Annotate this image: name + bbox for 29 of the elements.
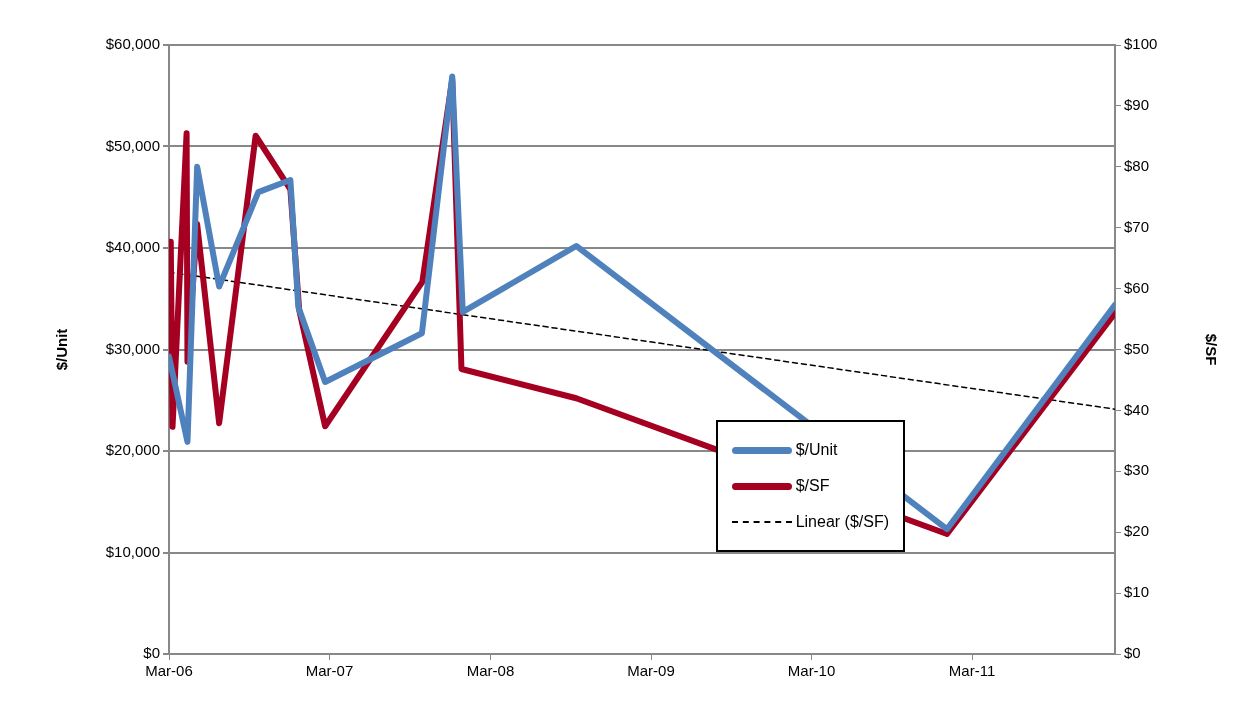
y2-tick-label: $60 [1124, 278, 1150, 296]
y-tick-label: $30,000 [105, 339, 160, 357]
x-tick-label: Mar-06 [145, 662, 193, 680]
x-tick-label: Mar-11 [948, 662, 996, 680]
y2-tick-label: $80 [1124, 156, 1150, 174]
y-tick-label: $50,000 [105, 136, 160, 154]
y-axis-title: $/Unit [53, 328, 71, 371]
y2-tick-label: $20 [1124, 522, 1150, 540]
y-tick-label: $10,000 [105, 542, 160, 560]
x-tick-label: Mar-08 [466, 662, 515, 680]
legend-label: $/Unit [795, 441, 838, 459]
y-tick-label: $20,000 [105, 441, 160, 459]
y-tick-label: $0 [143, 644, 160, 662]
legend-label: $/SF [795, 477, 830, 495]
y2-tick-label: $100 [1124, 35, 1158, 53]
y2-axis-title: $/SF [1202, 333, 1220, 366]
x-tick-label: Mar-07 [305, 662, 354, 680]
y2-tick-label: $30 [1124, 461, 1150, 479]
y2-tick-label: $0 [1124, 644, 1141, 662]
y2-tick-label: $70 [1124, 217, 1150, 235]
x-tick-label: Mar-09 [627, 662, 675, 680]
y-tick-label: $60,000 [105, 35, 160, 53]
y-tick-label: $40,000 [105, 238, 160, 256]
y2-tick-label: $90 [1124, 96, 1150, 114]
y2-tick-label: $40 [1124, 400, 1150, 418]
x-tick-label: Mar-10 [787, 662, 836, 680]
legend-label: Linear ($/SF) [795, 513, 889, 531]
y2-tick-label: $10 [1124, 583, 1150, 601]
y2-tick-label: $50 [1124, 339, 1150, 357]
